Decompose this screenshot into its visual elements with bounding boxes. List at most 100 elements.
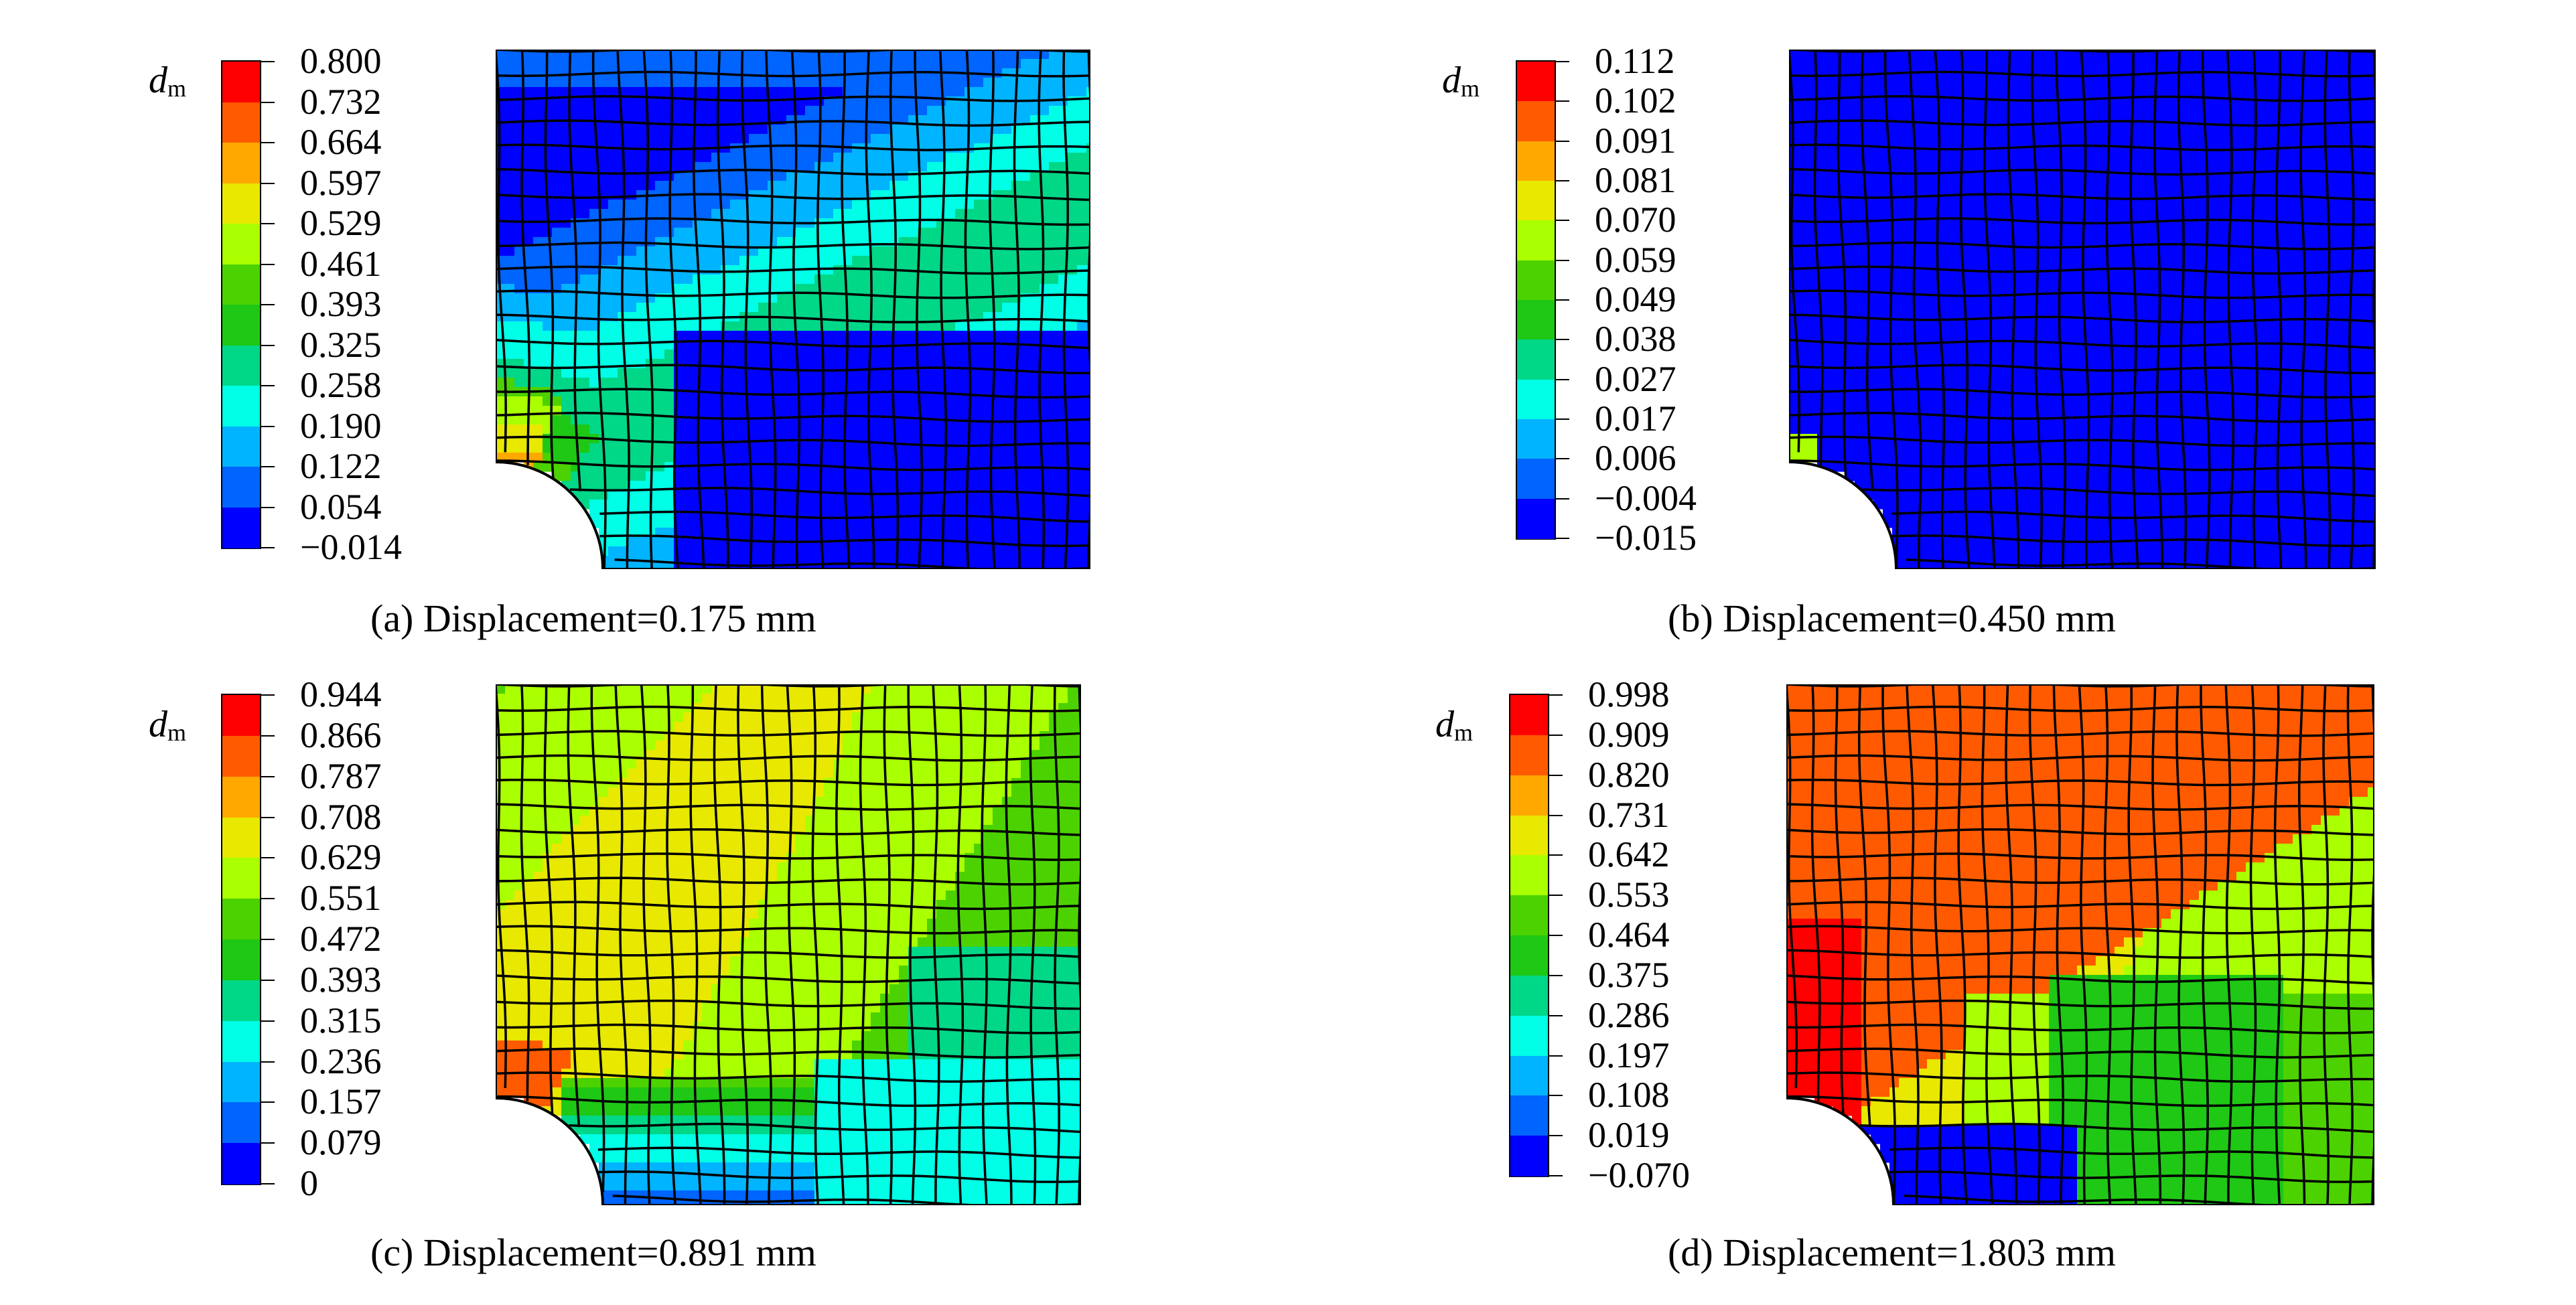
legend-tick (1548, 935, 1563, 936)
legend-symbol: dm (149, 60, 187, 102)
legend-tick (260, 939, 275, 940)
panel-a: dm (a) Displacement=0.175 mm 0.800 0.732 0… (0, 0, 1288, 652)
legend-color-cell (222, 102, 260, 143)
legend-color-cell (222, 224, 260, 265)
legend-value-label: 0.597 (300, 162, 382, 203)
legend-value-label: 0.019 (1588, 1115, 1670, 1156)
legend-color-cell (222, 264, 260, 305)
legend-value-label: 0.027 (1595, 358, 1676, 399)
legend-tick (260, 694, 275, 696)
legend-tick (260, 1183, 275, 1184)
legend-tick (260, 182, 275, 184)
legend-tick (1548, 1175, 1563, 1176)
legend-symbol: dm (1442, 60, 1480, 102)
legend-value-label: 0.049 (1595, 279, 1676, 319)
legend-color-cell (1510, 1136, 1548, 1176)
legend-value-label: 0.629 (300, 837, 382, 878)
legend-tick (260, 263, 275, 265)
legend-value-label: 0.820 (1588, 754, 1670, 795)
legend-value-label: −0.014 (300, 527, 402, 567)
legend-value-label: 0.315 (300, 1000, 382, 1041)
legend-color-cell (1517, 498, 1555, 539)
legend-color-cell (1510, 735, 1548, 776)
legend-value-label: 0.102 (1595, 80, 1676, 121)
legend-color-cell (1510, 695, 1548, 736)
legend-value-label: 0.664 (300, 122, 382, 162)
legend-tick (1555, 220, 1569, 222)
legend-value-label: 0.006 (1595, 438, 1676, 479)
panel-d: dm (d) Displacement=1.803 mm 0.998 0.909 0… (1288, 652, 2576, 1304)
legend-value-label: −0.070 (1588, 1155, 1690, 1195)
contour-plot (496, 684, 1081, 1205)
legend-value-label: 0.190 (300, 405, 382, 446)
legend-tick (260, 142, 275, 143)
legend-value-label: 0.070 (1595, 200, 1676, 240)
legend-tick (1548, 814, 1563, 816)
legend-value-label: 0.017 (1595, 398, 1676, 439)
panel-b: dm (b) Displacement=0.450 mm 0.112 0.102 0… (1288, 0, 2576, 652)
legend-color-cell (1517, 300, 1555, 341)
legend-value-label: 0.909 (1588, 714, 1670, 755)
contour-plot (1786, 684, 2374, 1205)
legend-tick (1548, 974, 1563, 976)
legend-value-label: 0.732 (300, 81, 382, 122)
legend-value-label: 0.461 (300, 243, 382, 284)
legend-value-label: 0.059 (1595, 239, 1676, 280)
caption: (a) Displacement=0.175 mm (370, 597, 816, 640)
legend-tick (260, 979, 275, 981)
legend-value-label: 0.258 (300, 365, 382, 405)
legend-tick (260, 304, 275, 305)
legend-color-cell (1517, 339, 1555, 380)
legend-color-cell (222, 1102, 260, 1144)
legend-color-cell (222, 305, 260, 346)
legend-color-cell (1510, 975, 1548, 1016)
legend-value-label: 0.393 (300, 959, 382, 1000)
legend-value-label: 0.800 (300, 41, 382, 81)
legend-value-label: 0 (300, 1163, 318, 1203)
legend-tick (260, 547, 275, 548)
legend-value-label: 0.944 (300, 674, 382, 714)
legend-tick (1555, 339, 1569, 341)
caption: (d) Displacement=1.803 mm (1668, 1231, 2116, 1274)
legend-color-cell (1510, 855, 1548, 897)
legend-color-cell (222, 62, 260, 103)
legend-value-label: 0.731 (1588, 794, 1670, 835)
legend-color-cell (222, 735, 260, 777)
legend-value-label: 0.472 (300, 919, 382, 959)
caption: (c) Displacement=0.891 mm (370, 1231, 816, 1274)
legend-color-cell (222, 1020, 260, 1063)
legend-tick (1548, 1095, 1563, 1097)
panel-c: dm (c) Displacement=0.891 mm 0.944 0.866 0… (0, 652, 1288, 1304)
legend-color-cell (1510, 815, 1548, 856)
legend-color-cell (222, 426, 260, 467)
legend-tick (1555, 180, 1569, 181)
legend-color-cell (222, 1143, 260, 1184)
legend-color-cell (222, 695, 260, 737)
legend-symbol: dm (1435, 704, 1474, 746)
legend-value-label: 0.286 (1588, 994, 1670, 1035)
legend-tick (1548, 1014, 1563, 1016)
legend-value-label: 0.642 (1588, 834, 1670, 875)
legend-color-cell (222, 858, 260, 900)
legend-value-label: 0.866 (300, 714, 382, 755)
legend-tick (1555, 378, 1569, 380)
legend-color-cell (222, 507, 260, 548)
legend-tick (1548, 895, 1563, 897)
legend-value-label: 0.708 (300, 796, 382, 837)
legend-value-label: 0.787 (300, 755, 382, 796)
legend-value-label: 0.112 (1595, 41, 1675, 81)
legend-color-cell (1510, 1015, 1548, 1057)
legend-value-label: 0.038 (1595, 319, 1676, 360)
legend-value-label: 0.197 (1588, 1034, 1670, 1075)
caption: (b) Displacement=0.450 mm (1668, 597, 2116, 640)
legend-tick (260, 775, 275, 777)
legend-color-cell (222, 939, 260, 981)
legend-tick (260, 898, 275, 900)
legend-color-cell (222, 467, 260, 508)
legend-value-label: 0.081 (1595, 160, 1676, 200)
legend-tick (260, 466, 275, 467)
legend-value-label: 0.122 (300, 446, 382, 486)
legend-tick (260, 425, 275, 427)
legend-color-cell (222, 817, 260, 859)
legend-tick (260, 223, 275, 224)
